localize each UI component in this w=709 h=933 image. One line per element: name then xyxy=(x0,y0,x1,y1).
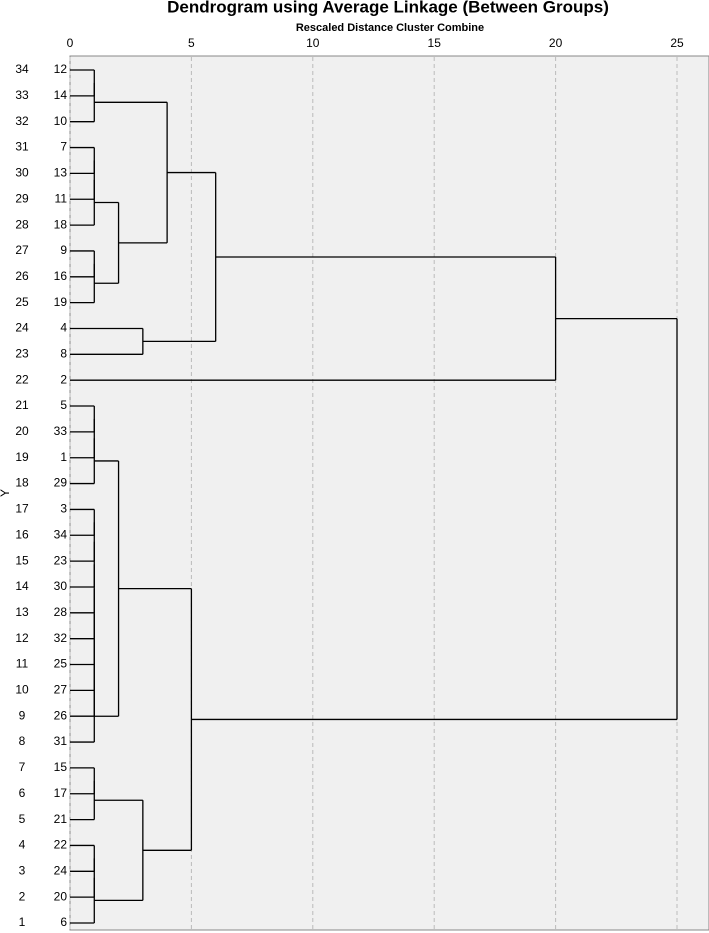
row-label: 14 xyxy=(15,579,29,593)
leaf-label: 2 xyxy=(60,372,67,386)
row-label: 29 xyxy=(15,191,29,205)
row-label: 24 xyxy=(15,321,29,335)
x-tick-label: 0 xyxy=(67,36,74,50)
row-label: 4 xyxy=(19,838,26,852)
x-tick-label: 20 xyxy=(549,36,563,50)
leaf-label: 28 xyxy=(54,605,68,619)
leaf-label: 14 xyxy=(54,88,68,102)
row-label: 6 xyxy=(19,786,26,800)
row-label: 8 xyxy=(19,734,26,748)
row-label: 34 xyxy=(15,62,29,76)
leaf-label: 34 xyxy=(54,527,68,541)
leaf-label: 20 xyxy=(54,889,68,903)
leaf-label: 19 xyxy=(54,295,68,309)
row-label: 25 xyxy=(15,295,29,309)
leaf-label: 10 xyxy=(54,114,68,128)
chart-title: Dendrogram using Average Linkage (Betwee… xyxy=(167,0,609,16)
leaf-label: 29 xyxy=(54,476,68,490)
leaf-label: 25 xyxy=(54,657,68,671)
leaf-label: 6 xyxy=(60,915,67,929)
row-label: 10 xyxy=(15,683,29,697)
row-label: 2 xyxy=(19,889,26,903)
x-tick-label: 15 xyxy=(428,36,442,50)
row-label: 26 xyxy=(15,269,29,283)
leaf-label: 7 xyxy=(60,140,67,154)
row-label: 32 xyxy=(15,114,29,128)
leaf-label: 16 xyxy=(54,269,68,283)
row-label: 18 xyxy=(15,476,29,490)
x-tick-label: 10 xyxy=(306,36,320,50)
leaf-label: 30 xyxy=(54,579,68,593)
row-label: 23 xyxy=(15,347,29,361)
row-label: 28 xyxy=(15,217,29,231)
row-label: 12 xyxy=(15,631,29,645)
leaf-label: 33 xyxy=(54,424,68,438)
row-label: 13 xyxy=(15,605,29,619)
leaf-label: 11 xyxy=(55,191,68,205)
x-tick-label: 5 xyxy=(188,36,195,50)
leaf-label: 1 xyxy=(60,450,67,464)
leaf-label: 4 xyxy=(60,321,67,335)
plot-area xyxy=(69,55,709,931)
leaf-label: 3 xyxy=(60,502,67,516)
row-label: 20 xyxy=(15,424,29,438)
leaf-label: 18 xyxy=(54,217,68,231)
row-label: 17 xyxy=(15,502,29,516)
row-label: 22 xyxy=(15,372,29,386)
x-tick-label: 25 xyxy=(670,36,684,50)
leaf-label: 12 xyxy=(54,62,68,76)
leaf-label: 27 xyxy=(54,683,68,697)
row-label: 3 xyxy=(19,863,26,877)
y-axis-label: Y xyxy=(0,489,12,497)
row-label: 9 xyxy=(19,708,26,722)
row-label: 11 xyxy=(16,657,29,671)
leaf-label: 31 xyxy=(54,734,68,748)
row-label: 30 xyxy=(15,166,29,180)
leaf-label: 21 xyxy=(54,812,68,826)
leaf-label: 8 xyxy=(60,347,67,361)
leaf-label: 17 xyxy=(54,786,68,800)
row-label: 31 xyxy=(15,140,29,154)
row-label: 15 xyxy=(15,553,29,567)
leaf-label: 15 xyxy=(54,760,68,774)
row-label: 27 xyxy=(15,243,29,257)
leaf-label: 26 xyxy=(54,708,68,722)
x-axis-label: Rescaled Distance Cluster Combine xyxy=(296,22,484,34)
leaf-label: 22 xyxy=(54,838,68,852)
leaf-label: 23 xyxy=(54,553,68,567)
row-label: 1 xyxy=(19,915,26,929)
row-label: 5 xyxy=(19,812,26,826)
leaf-label: 13 xyxy=(54,166,68,180)
row-label: 16 xyxy=(15,527,29,541)
leaf-label: 24 xyxy=(54,863,68,877)
leaf-label: 32 xyxy=(54,631,68,645)
leaf-label: 9 xyxy=(60,243,67,257)
row-label: 7 xyxy=(19,760,26,774)
row-label: 19 xyxy=(15,450,29,464)
row-label: 21 xyxy=(15,398,29,412)
leaf-label: 5 xyxy=(60,398,67,412)
row-label: 33 xyxy=(15,88,29,102)
